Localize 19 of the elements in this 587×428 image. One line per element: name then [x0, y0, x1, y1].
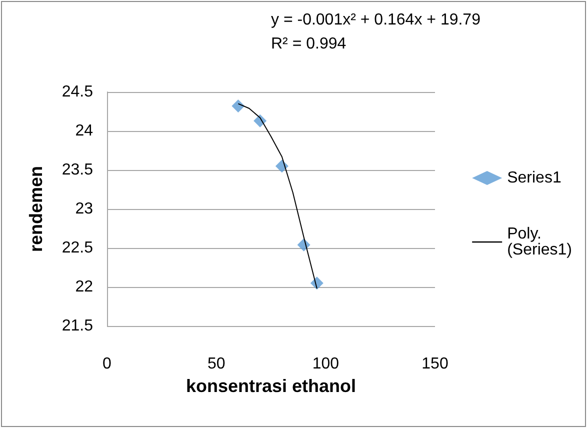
y-tick-label: 23 — [75, 200, 94, 218]
x-tick-label: 0 — [102, 356, 112, 372]
y-tick-label: 21.5 — [62, 318, 94, 334]
y-tick-label: 22.5 — [62, 240, 94, 256]
x-tick-label: 100 — [312, 356, 340, 372]
y-tick-label: 22 — [75, 278, 94, 296]
y-tick-label: 24 — [75, 122, 94, 140]
point — [275, 160, 288, 173]
x-axis-title: konsentrasi ethanol — [186, 376, 356, 396]
y-axis-title: rendemen — [26, 166, 46, 252]
legend-label: Series1 — [507, 170, 562, 186]
text: y = -0.001x² + 0.164x + 19.79 — [270, 12, 481, 28]
text: R² = 0.994 — [271, 36, 346, 52]
legend-label: Poly. (Series1) — [507, 226, 572, 258]
x-tick-label: 50 — [207, 356, 226, 372]
y-tick-label: 24.5 — [62, 84, 94, 100]
point — [232, 100, 245, 113]
y-tick-label: 23.5 — [62, 162, 94, 178]
x-tick-label: 150 — [422, 356, 448, 372]
